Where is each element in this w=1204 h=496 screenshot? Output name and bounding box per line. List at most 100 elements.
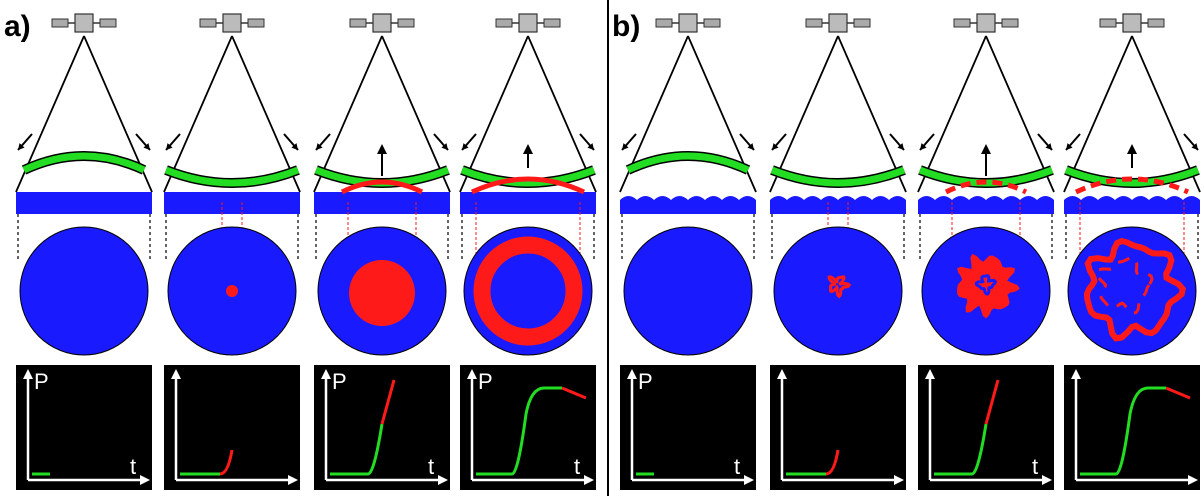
y-axis-arrow [467,369,477,379]
satellite-body [518,13,538,33]
oil-spot [226,285,238,297]
satellite-icon [349,13,415,33]
satellite-icon [655,13,721,33]
satellite-panel-right [247,18,265,28]
y-axis-arrow [23,369,33,379]
oil-patch [957,253,1020,319]
sea-surface-rough [770,196,906,214]
arrow-icon-head [143,143,150,150]
sea-surface [314,192,450,214]
satellite-body [1122,13,1142,33]
sea-disk [19,226,149,356]
radar-beam [313,35,451,193]
x-axis-arrow [584,475,594,485]
satellite-panel-left [805,18,823,28]
column-a-4: Pt [459,13,597,490]
column-a-3: Pt [313,13,451,490]
arrow-icon-head [897,143,904,150]
plot-background [16,365,152,490]
arrow-icon-head [523,144,533,154]
plot-background [1064,365,1200,490]
radar-beam [917,35,1055,193]
plot-y-label: P [332,369,347,394]
wave-band [460,166,596,187]
arrow-icon-head [622,143,629,150]
sea-disk [623,226,753,356]
x-axis-arrow [894,475,904,485]
x-axis-arrow [744,475,754,485]
arrow-icon-head [316,143,323,150]
projection-line [771,214,905,262]
plot-curve-red [825,449,840,476]
satellite-icon [495,13,561,33]
satellite-panel-right [703,18,721,28]
satellite-body [828,13,848,33]
radar-beam [1063,35,1201,193]
plot-curve-green [476,386,562,476]
arrow-icon-head [981,144,991,154]
plot-curve-green [1080,386,1166,476]
satellite-icon [1099,13,1165,33]
plot-background [460,365,596,490]
satellite-panel-right [853,18,871,28]
column-b-2 [769,13,907,490]
pressure-time-plot [164,365,300,490]
y-axis-arrow [777,369,787,379]
projection-line [1065,214,1199,262]
radar-beam [163,35,301,193]
oil-film-arc [470,176,586,195]
pressure-time-plot [770,365,906,490]
column-a-1: Pt [15,13,153,490]
satellite-icon [199,13,265,33]
plot-curve-red [984,379,1000,425]
satellite-panel-right [543,18,561,28]
arrow-icon-head [747,143,754,150]
projection-line [461,214,595,262]
satellite-body [678,13,698,33]
arrow-icon-head [1045,143,1052,150]
oil-streak [1094,256,1154,315]
plot-y-label: P [478,369,493,394]
plot-background [620,365,756,490]
satellite-panel-left [495,18,513,28]
plot-curve-red [1165,386,1191,400]
projection-line [17,214,151,262]
plot-curve-red [561,386,587,400]
column-b-4 [1063,13,1201,490]
satellite-icon [51,13,117,33]
x-axis-arrow [1042,475,1052,485]
plot-background [164,365,300,490]
satellite-panel-left [199,18,217,28]
plot-curve-red [219,449,234,476]
plot-x-label: t [574,454,580,479]
plot-curve-green [330,423,384,476]
plot-x-label: t [130,454,136,479]
wave-band [22,152,146,174]
plot-curve-red [380,379,396,425]
column-b-1: Pt [619,13,757,490]
satellite-panel-right [99,18,117,28]
pressure-time-plot: Pt [314,365,450,490]
plot-x-label: t [428,454,434,479]
sea-surface [460,192,596,214]
arrow-icon-head [18,143,25,150]
satellite-panel-left [953,18,971,28]
satellite-body [976,13,996,33]
arrow-icon-head [1066,143,1073,150]
arrow-icon-head [291,143,298,150]
y-axis-arrow [171,369,181,379]
oil-film-arc [944,179,1028,195]
oil-ring-irregular [1083,237,1187,342]
satellite-panel-left [655,18,673,28]
oil-patch-hole [974,274,997,296]
oil-spot [349,260,415,326]
y-axis-arrow [1071,369,1081,379]
panel-b-label: b) [612,10,640,43]
oil-film-arc [340,179,424,195]
plot-background [770,365,906,490]
panel-a-label: a) [4,10,31,43]
plot-x-label: t [1032,454,1038,479]
arrow-icon-head [920,143,927,150]
radar-beam [459,35,597,193]
